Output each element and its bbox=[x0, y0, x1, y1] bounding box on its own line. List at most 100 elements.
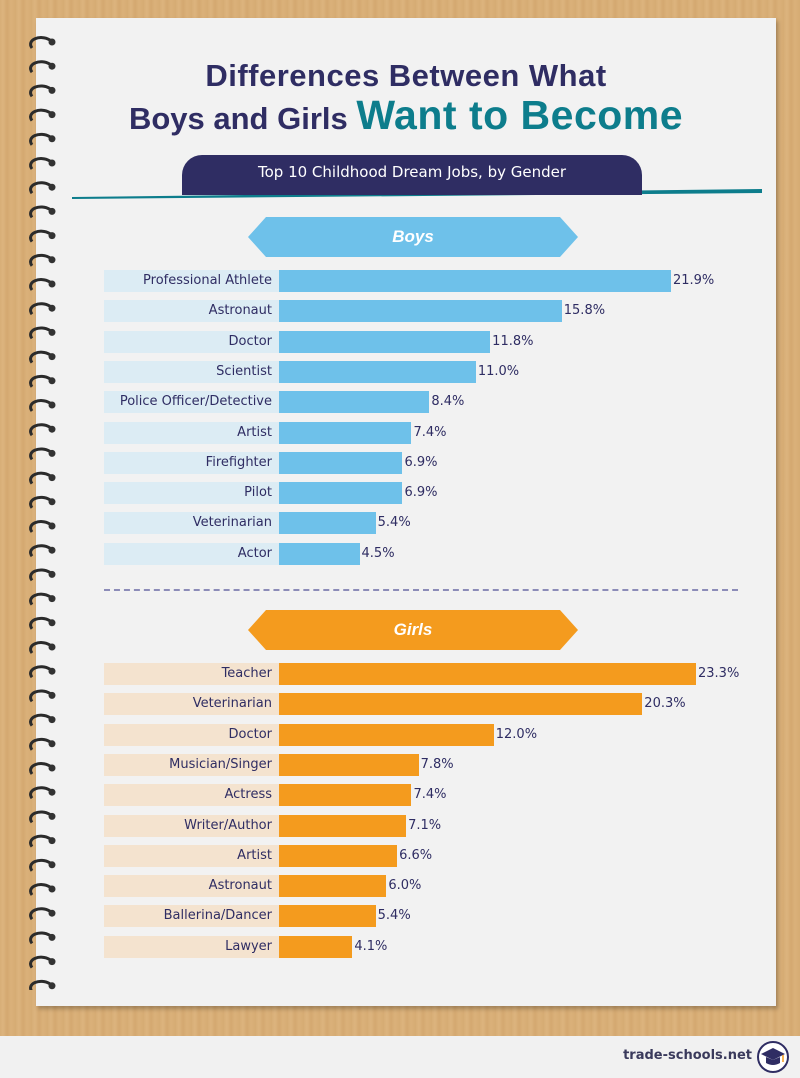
spiral-ring bbox=[29, 60, 51, 74]
girls-bar bbox=[279, 935, 353, 958]
boys-row-background bbox=[104, 421, 279, 444]
ring-hole bbox=[48, 788, 56, 796]
girls-row-background bbox=[104, 844, 279, 867]
girls-bar bbox=[279, 723, 494, 746]
girls-category-label: Doctor bbox=[228, 726, 272, 742]
boys-category-label: Scientist bbox=[216, 363, 272, 379]
ring-hole bbox=[48, 474, 56, 482]
graduation-cap-logo-icon bbox=[757, 1041, 789, 1073]
boys-category-label: Veterinarian bbox=[192, 515, 272, 531]
girls-row-background bbox=[104, 723, 279, 746]
boys-row-background bbox=[104, 391, 279, 414]
boys-row-background bbox=[104, 482, 279, 505]
girls-bar bbox=[279, 663, 696, 685]
ring-hole bbox=[48, 401, 56, 409]
spiral-ring bbox=[29, 520, 51, 533]
spiral-ring bbox=[29, 108, 51, 122]
girls-row-background bbox=[104, 693, 279, 716]
ring-hole bbox=[48, 570, 56, 578]
spiral-ring bbox=[29, 278, 51, 291]
ring-hole bbox=[48, 595, 56, 603]
ring-hole bbox=[48, 135, 56, 143]
boys-bar bbox=[279, 300, 562, 323]
ring-hole bbox=[48, 232, 56, 240]
girls-bar bbox=[279, 784, 412, 807]
ring-hole bbox=[48, 425, 56, 433]
boys-value-label: 6.9% bbox=[404, 485, 438, 501]
boys-category-label: Police Officer/Detective bbox=[119, 394, 272, 410]
ring-hole bbox=[48, 740, 56, 748]
girls-row-background bbox=[104, 905, 279, 928]
girls-row-background bbox=[104, 814, 279, 837]
boys-bar bbox=[279, 451, 403, 474]
ring-hole bbox=[48, 207, 56, 215]
spiral-ring bbox=[29, 423, 51, 437]
girls-category-label: Musician/Singer bbox=[169, 756, 272, 772]
girls-value-label: 4.1% bbox=[354, 938, 388, 954]
ring-hole bbox=[48, 38, 56, 46]
boys-value-label: 11.8% bbox=[492, 333, 534, 349]
boys-value-label: 8.4% bbox=[431, 394, 465, 410]
girls-category-label: Artist bbox=[237, 847, 272, 863]
boys-row-background bbox=[104, 300, 279, 323]
boys-bar bbox=[279, 360, 476, 383]
spiral-ring bbox=[29, 907, 51, 921]
spiral-ring bbox=[29, 834, 51, 848]
spiral-ring bbox=[29, 810, 51, 824]
girls-value-label: 12.0% bbox=[495, 726, 538, 742]
girls-value-label: 7.8% bbox=[420, 756, 454, 772]
boys-row-background bbox=[104, 270, 279, 292]
subtitle-banner bbox=[72, 155, 762, 199]
girls-category-label: Veterinarian bbox=[192, 696, 272, 712]
spiral-ring bbox=[29, 181, 51, 195]
girls-bar-chart: Teacher 23.3% Veterinarian 20.3% Doctor 12.0%… bbox=[104, 663, 739, 958]
ring-hole bbox=[48, 522, 56, 530]
ring-hole bbox=[48, 958, 56, 966]
ring-hole bbox=[48, 159, 56, 167]
spiral-ring bbox=[29, 205, 51, 219]
spiral-ring bbox=[29, 229, 51, 243]
ring-hole bbox=[48, 812, 56, 820]
girls-category-label: Lawyer bbox=[225, 938, 272, 954]
spiral-ring bbox=[29, 955, 51, 969]
ring-hole bbox=[48, 377, 56, 385]
spiral-ring bbox=[29, 931, 51, 945]
spiral-ring bbox=[29, 399, 51, 412]
boys-row-background bbox=[104, 451, 279, 474]
ring-hole bbox=[48, 909, 56, 917]
footer: trade-schools.net bbox=[0, 1036, 800, 1078]
boys-category-label: Pilot bbox=[244, 485, 272, 501]
page-title-line-1: Differences Between What bbox=[205, 58, 607, 93]
spiral-ring bbox=[29, 592, 51, 606]
brand-name: trade-schools.net bbox=[623, 1048, 752, 1063]
girls-category-label: Ballerina/Dancer bbox=[163, 908, 272, 924]
page-title-line-2: Boys and Girls Want to Become bbox=[36, 92, 776, 139]
spiral-ring bbox=[29, 350, 51, 364]
spiral-ring bbox=[29, 326, 51, 340]
boys-category-label: Doctor bbox=[228, 333, 272, 349]
spiral-ring bbox=[29, 979, 51, 990]
boys-value-label: 4.5% bbox=[361, 545, 395, 561]
girls-category-label: Writer/Author bbox=[184, 817, 272, 833]
spiral-ring bbox=[29, 689, 51, 703]
ring-hole bbox=[48, 667, 56, 675]
girls-value-label: 5.4% bbox=[377, 908, 411, 924]
girls-category-label: Astronaut bbox=[208, 878, 272, 894]
spiral-ring bbox=[29, 471, 51, 485]
ring-hole bbox=[48, 62, 56, 70]
boys-bar-chart: Professional Athlete 21.9% Astronaut 15.8% D… bbox=[104, 270, 714, 565]
girls-category-label: Actress bbox=[224, 787, 272, 803]
boys-row-background bbox=[104, 330, 279, 353]
boys-category-label: Firefighter bbox=[205, 454, 272, 470]
ring-hole bbox=[48, 449, 56, 457]
spiral-ring bbox=[29, 762, 51, 775]
spiral-ring bbox=[29, 713, 51, 727]
spiral-ring bbox=[29, 157, 51, 170]
spiral-binding bbox=[29, 36, 56, 990]
title-start: Boys and Girls bbox=[128, 101, 348, 136]
ring-hole bbox=[48, 304, 56, 312]
boys-section-title: Boys bbox=[392, 227, 434, 246]
ring-hole bbox=[48, 716, 56, 724]
ring-hole bbox=[48, 643, 56, 651]
boys-row-background bbox=[104, 360, 279, 383]
